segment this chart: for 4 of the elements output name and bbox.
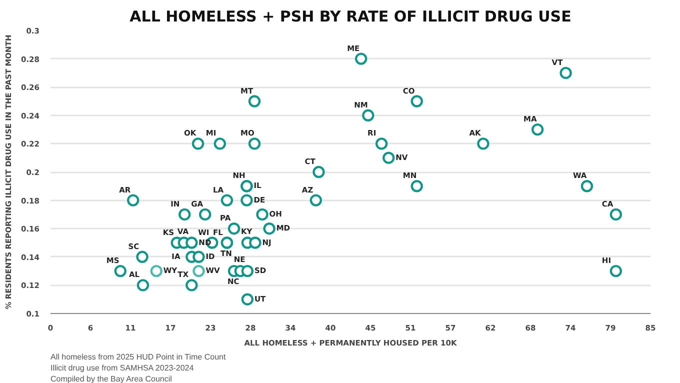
chart-title: ALL HOMELESS + PSH BY RATE OF ILLICIT DRUG USE (130, 8, 572, 26)
text: Illicit drug use from SAMHSA 2023-2024 (50, 364, 194, 372)
text: Compiled by the Bay Area Council (50, 374, 172, 383)
text: All homeless from 2025 HUD Point in Time Count (50, 352, 226, 362)
